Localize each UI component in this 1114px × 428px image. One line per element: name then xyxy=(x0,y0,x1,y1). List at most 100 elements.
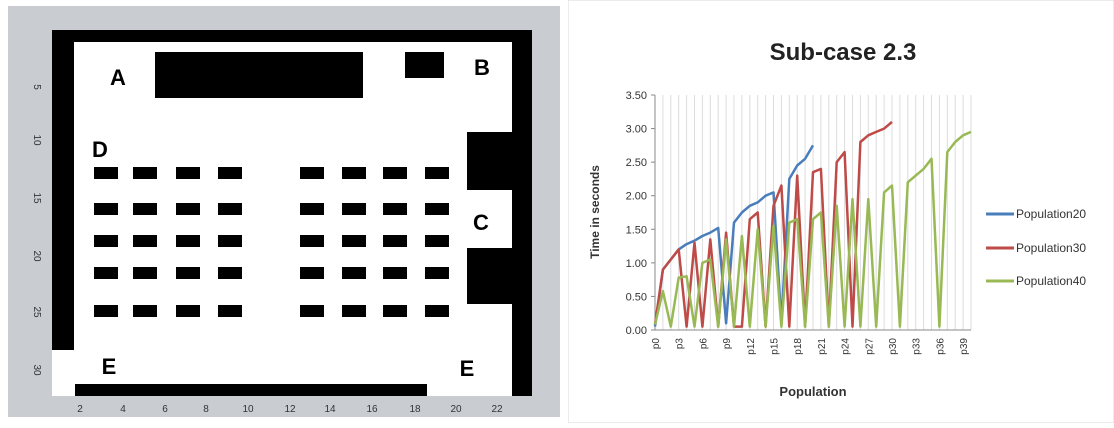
map-x-tick-label: 10 xyxy=(242,404,254,415)
map-y-tick-label: 25 xyxy=(31,306,42,318)
map-figure: A B C D E E 2 4 6 8 10 12 14 16 18 20 22 5 10 15 20 25 30 xyxy=(0,0,560,423)
desk-obstacle xyxy=(342,203,366,215)
map-x-tick-label: 12 xyxy=(284,404,296,415)
x-tick-label: p18 xyxy=(793,338,804,355)
series-line-population40 xyxy=(653,130,972,328)
legend-item: Population30 xyxy=(986,241,1086,255)
series-line-population20 xyxy=(653,144,815,327)
desk-obstacle xyxy=(218,235,242,247)
desk-obstacle xyxy=(300,305,324,317)
map-y-tick-label: 5 xyxy=(31,84,42,90)
desk-obstacle xyxy=(218,267,242,279)
x-tick-label: p15 xyxy=(770,338,781,355)
desk-obstacle xyxy=(94,267,118,279)
map-x-tick-label: 16 xyxy=(366,404,378,415)
desk-obstacle xyxy=(342,267,366,279)
map-y-tick-label: 30 xyxy=(31,364,42,376)
legend-item: Population40 xyxy=(986,274,1086,288)
left-wall xyxy=(52,30,74,350)
chart-figure: Sub-case 2.3 0.00 0.50 1.00 1.50 2.00 2.50 3.00… xyxy=(567,0,1114,424)
right-wall xyxy=(512,30,532,396)
desk-obstacle xyxy=(300,235,324,247)
y-tick-label: 2.50 xyxy=(626,157,647,169)
legend-label: Population30 xyxy=(1016,241,1086,255)
desk-obstacle xyxy=(425,203,449,215)
desk-obstacle xyxy=(176,167,200,179)
map-x-tick-label: 4 xyxy=(120,404,126,415)
desk-obstacle xyxy=(176,203,200,215)
top-small-obstacle xyxy=(405,52,444,78)
desk-obstacle xyxy=(133,267,157,279)
desk-obstacle xyxy=(300,203,324,215)
y-tick-label: 2.00 xyxy=(626,191,647,203)
y-tick-label: 0.50 xyxy=(626,291,647,303)
x-tick-label: p33 xyxy=(912,338,923,355)
map-x-tick-label: 20 xyxy=(450,404,462,415)
x-tick-label: p24 xyxy=(841,338,852,355)
y-tick-label: 0.00 xyxy=(626,325,647,337)
y-tick-label: 3.00 xyxy=(626,124,647,136)
bottom-wall xyxy=(75,384,427,396)
chart-background xyxy=(567,0,1114,424)
legend-label: Population20 xyxy=(1016,207,1086,221)
x-axis-title: Population xyxy=(779,384,846,399)
desk-obstacle xyxy=(300,267,324,279)
y-tick-label: 1.00 xyxy=(626,258,647,270)
right-lower-block xyxy=(467,248,512,304)
line-chart: Sub-case 2.3 0.00 0.50 1.00 1.50 2.00 2.50 3.00… xyxy=(567,0,1114,424)
x-tick-label: p36 xyxy=(935,338,946,355)
map-x-tick-label: 22 xyxy=(491,404,503,415)
zone-label: E xyxy=(102,354,117,379)
top-large-obstacle xyxy=(155,52,363,98)
desk-obstacle xyxy=(425,235,449,247)
legend-label: Population40 xyxy=(1016,274,1086,288)
desk-obstacle xyxy=(94,203,118,215)
desk-obstacle xyxy=(425,267,449,279)
desk-obstacle xyxy=(94,305,118,317)
desk-obstacle xyxy=(383,235,407,247)
x-tick-label: p3 xyxy=(675,338,686,350)
legend-item: Population20 xyxy=(986,207,1086,221)
map-x-tick-label: 2 xyxy=(77,404,83,415)
desk-obstacle xyxy=(176,305,200,317)
x-tick-label: p9 xyxy=(722,338,733,350)
desk-obstacle xyxy=(218,305,242,317)
desk-obstacle xyxy=(425,305,449,317)
x-tick-label: p12 xyxy=(746,338,757,355)
desk-obstacle xyxy=(133,167,157,179)
zone-label: D xyxy=(92,137,108,162)
x-tick-label: p27 xyxy=(864,338,875,355)
desk-obstacle xyxy=(176,267,200,279)
desk-obstacle xyxy=(383,167,407,179)
desk-obstacle xyxy=(383,267,407,279)
top-wall xyxy=(52,30,532,42)
zone-label: A xyxy=(110,65,126,90)
desk-obstacle xyxy=(218,167,242,179)
right-upper-block xyxy=(467,132,512,190)
map-y-tick-label: 10 xyxy=(31,134,42,146)
zone-label: E xyxy=(460,356,475,381)
x-tick-label: p39 xyxy=(959,338,970,355)
x-tick-label: p6 xyxy=(698,338,709,350)
zone-label: B xyxy=(474,55,490,80)
map-plot: A B C D E E 2 4 6 8 10 12 14 16 18 20 22 5 10 15 20 25 30 xyxy=(8,6,560,417)
map-x-tick-label: 6 xyxy=(162,404,168,415)
desk-obstacle xyxy=(300,167,324,179)
desk-obstacle xyxy=(94,235,118,247)
desk-obstacle xyxy=(342,305,366,317)
chart-title: Sub-case 2.3 xyxy=(770,39,917,66)
map-x-tick-label: 8 xyxy=(203,404,209,415)
map-y-tick-label: 15 xyxy=(31,192,42,204)
desk-obstacle xyxy=(133,203,157,215)
y-tick-label: 1.50 xyxy=(626,224,647,236)
desk-obstacle xyxy=(383,305,407,317)
map-x-tick-label: 14 xyxy=(324,404,336,415)
x-tick-label: p21 xyxy=(817,338,828,355)
map-y-tick-label: 20 xyxy=(31,250,42,262)
y-tick-label: 3.50 xyxy=(626,90,647,102)
x-tick-label: p30 xyxy=(888,338,899,355)
desk-obstacle xyxy=(383,203,407,215)
map-x-tick-label: 18 xyxy=(409,404,421,415)
desk-obstacle xyxy=(342,235,366,247)
desk-obstacle xyxy=(425,167,449,179)
